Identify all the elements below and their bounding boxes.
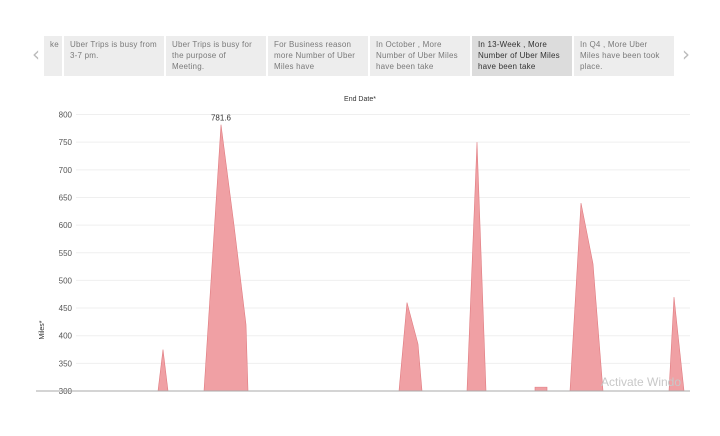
area-peak (467, 142, 486, 391)
y-tick-label: 350 (59, 359, 73, 368)
y-tick-label: 400 (59, 332, 73, 341)
area-peak (399, 303, 422, 391)
area-peak (570, 203, 603, 391)
y-tick-label: 600 (59, 221, 73, 230)
area-peak (158, 350, 168, 391)
area-peak (535, 387, 547, 391)
y-tick-label: 550 (59, 249, 73, 258)
watermark: Activate Windo (601, 375, 681, 389)
y-axis-title: Miles* (39, 320, 46, 339)
y-tick-label: 700 (59, 166, 73, 175)
y-tick-label: 750 (59, 138, 73, 147)
data-label: 781.6 (211, 114, 232, 123)
y-tick-label: 800 (59, 111, 73, 120)
y-tick-label: 500 (59, 276, 73, 285)
area-peak (204, 125, 248, 391)
y-tick-label: 650 (59, 193, 73, 202)
y-tick-label: 450 (59, 304, 73, 313)
